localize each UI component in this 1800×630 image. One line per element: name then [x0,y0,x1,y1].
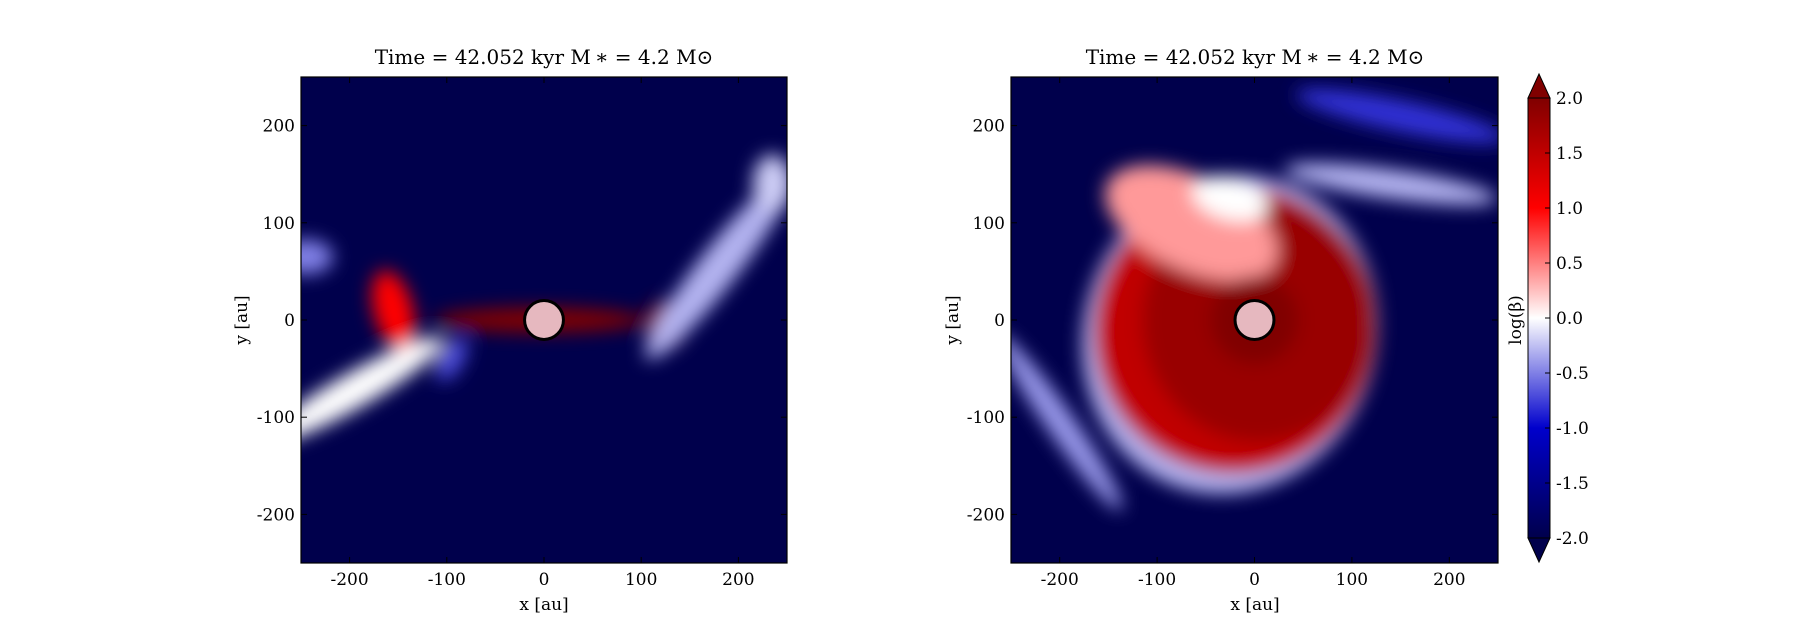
field-feature [371,270,415,351]
colorbar-scale [1527,72,1551,564]
y-tick-label: -100 [967,408,1005,428]
field-feature [1295,88,1498,143]
x-tick-label: 100 [625,570,657,590]
colorbar: -2.0 -1.5 -1.0 -0.5 0.0 0.5 1.0 1.5 2.0 log(β) [1506,72,1589,564]
field-feature [752,154,787,214]
left-y-axis-label: y [au] [232,295,252,345]
field-feature [1011,333,1123,511]
left-y-ticks: -200 -100 0 100 200 [257,117,787,525]
y-tick-label: 0 [284,311,295,331]
right-x-axis-label: x [au] [1230,595,1279,615]
y-tick-label: -200 [257,505,295,525]
right-panel-title: Time = 42.052 kyr M ∗ = 4.2 M⊙ [1086,45,1425,69]
x-tick-label: 200 [722,570,754,590]
sink-particle-marker [1233,299,1276,341]
right-y-ticks: -200 -100 0 100 200 [967,117,1498,525]
right-x-ticks: -200 -100 0 100 200 [1041,77,1466,590]
colorbar-ticks: -2.0 -1.5 -1.0 -0.5 0.0 0.5 1.0 1.5 2.0 [1545,89,1589,549]
right-y-axis-label: y [au] [943,295,963,345]
left-panel: Time = 42.052 kyr M ∗ = 4.2 M⊙ -200 -100 0… [232,45,788,615]
y-tick-label: -200 [967,505,1005,525]
x-tick-label: 200 [1433,570,1465,590]
y-tick-label: 0 [994,311,1005,331]
y-tick-label: 100 [973,214,1005,234]
y-tick-label: 200 [973,117,1005,137]
x-tick-label: -200 [1041,570,1079,590]
left-x-ticks: -200 -100 0 100 200 [330,77,755,590]
colorbar-tick-label: -1.0 [1556,419,1589,439]
y-tick-label: 200 [263,117,295,137]
x-tick-label: -100 [428,570,466,590]
left-plot-area [300,76,788,564]
field-feature [301,336,444,444]
field-feature [1284,163,1497,205]
colorbar-gradient [1528,98,1550,538]
right-plot-area [1010,76,1499,564]
x-tick-label: -200 [330,570,368,590]
colorbar-tick-label: -2.0 [1556,529,1589,549]
right-panel: Time = 42.052 kyr M ∗ = 4.2 M⊙ -200 -100 0… [943,45,1499,615]
field-feature [435,337,468,381]
colorbar-tick-label: 2.0 [1556,89,1583,109]
colorbar-tick-label: 1.0 [1556,199,1583,219]
x-tick-label: -100 [1138,570,1176,590]
colorbar-extend-max [1527,72,1551,99]
y-tick-label: 100 [263,214,295,234]
x-tick-label: 100 [1336,570,1368,590]
colorbar-tick-label: 0.5 [1556,254,1583,274]
left-panel-title: Time = 42.052 kyr M ∗ = 4.2 M⊙ [375,45,714,69]
colorbar-tick-label: 0.0 [1556,309,1583,329]
colorbar-extend-min [1527,537,1551,564]
field-feature [301,239,334,275]
field-feature [1192,175,1269,222]
colorbar-tick-label: -1.5 [1556,474,1589,494]
colorbar-label: log(β) [1506,295,1526,345]
y-tick-label: -100 [257,408,295,428]
colorbar-tick-label: 1.5 [1556,144,1583,164]
field-feature [645,173,787,360]
field-map [301,77,787,563]
sink-particle-marker [523,299,565,341]
colorbar-tick-label: -0.5 [1556,364,1589,384]
x-tick-label: 0 [1249,570,1260,590]
x-tick-label: 0 [539,570,550,590]
left-x-axis-label: x [au] [519,595,568,615]
